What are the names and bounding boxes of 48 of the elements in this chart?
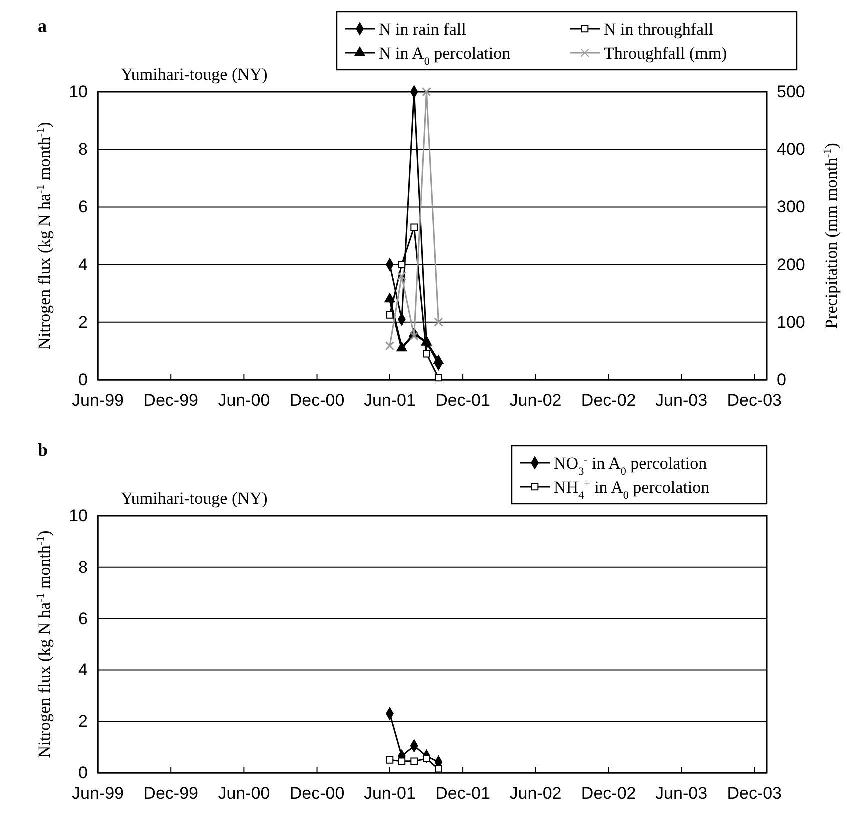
x-tick-label: Jun-99 (72, 391, 124, 410)
y2-tick-label: 400 (777, 140, 806, 160)
x-tick-label: Jun-01 (364, 784, 416, 804)
x-tick-label: Jun-02 (510, 391, 562, 410)
x-tick-label: Jun-03 (656, 391, 708, 410)
y-tick-label: 8 (78, 140, 88, 160)
x-tick-label: Jun-00 (218, 391, 270, 410)
y-tick-label: 2 (78, 712, 88, 732)
y2-tick-label: 300 (777, 198, 806, 217)
legend-label: NO$_{3}$$^{-}$ in A$_{0}$ percolation (554, 454, 708, 478)
y-tick-label: 0 (78, 370, 88, 390)
x-tick-label: Dec-03 (727, 391, 782, 410)
x-tick-label: Jun-99 (72, 784, 124, 804)
chart-subtitle: Yumihari-touge (NY) (121, 65, 268, 84)
x-tick-label: Jun-00 (218, 784, 270, 804)
x-tick-label: Dec-01 (436, 391, 490, 410)
y2-tick-label: 100 (777, 312, 806, 332)
y-tick-label: 0 (78, 763, 88, 782)
x-tick-label: Dec-99 (144, 784, 198, 804)
x-tick-label: Dec-01 (436, 784, 490, 804)
x-tick-label: Dec-99 (144, 391, 198, 410)
y2-tick-label: 200 (777, 255, 806, 274)
y-tick-label: 6 (78, 198, 88, 217)
legend-label: Throughfall (mm) (604, 44, 728, 63)
x-tick-label: Jun-01 (364, 391, 416, 410)
x-tick-label: Dec-02 (581, 391, 636, 410)
legend-label: NH$_{4}$$^{+}$ in A$_{0}$ percolation (554, 478, 710, 502)
x-tick-label: Dec-00 (290, 784, 345, 804)
x-tick-label: Dec-03 (727, 784, 782, 804)
chart-subtitle: Yumihari-touge (NY) (121, 489, 268, 508)
legend-label: N in A$_{0}$ percolation (379, 44, 512, 68)
y2-tick-label: 0 (777, 370, 786, 390)
chart-title: b (38, 440, 48, 460)
y-tick-label: 4 (78, 660, 88, 680)
y-tick-label: 10 (69, 506, 88, 526)
y-tick-label: 8 (78, 558, 88, 577)
x-tick-label: Dec-00 (290, 391, 345, 410)
x-tick-label: Jun-02 (510, 784, 562, 804)
chart-title: a (38, 16, 47, 36)
y-tick-label: 10 (69, 82, 88, 102)
x-tick-label: Jun-03 (656, 784, 708, 804)
legend-label: N in throughfall (604, 20, 714, 39)
legend-label: N in rain fall (379, 20, 467, 39)
x-tick-label: Dec-02 (581, 784, 636, 804)
y-tick-label: 6 (78, 609, 88, 628)
y-tick-label: 2 (78, 312, 88, 332)
y2-tick-label: 500 (777, 82, 806, 102)
y-tick-label: 4 (78, 255, 88, 274)
